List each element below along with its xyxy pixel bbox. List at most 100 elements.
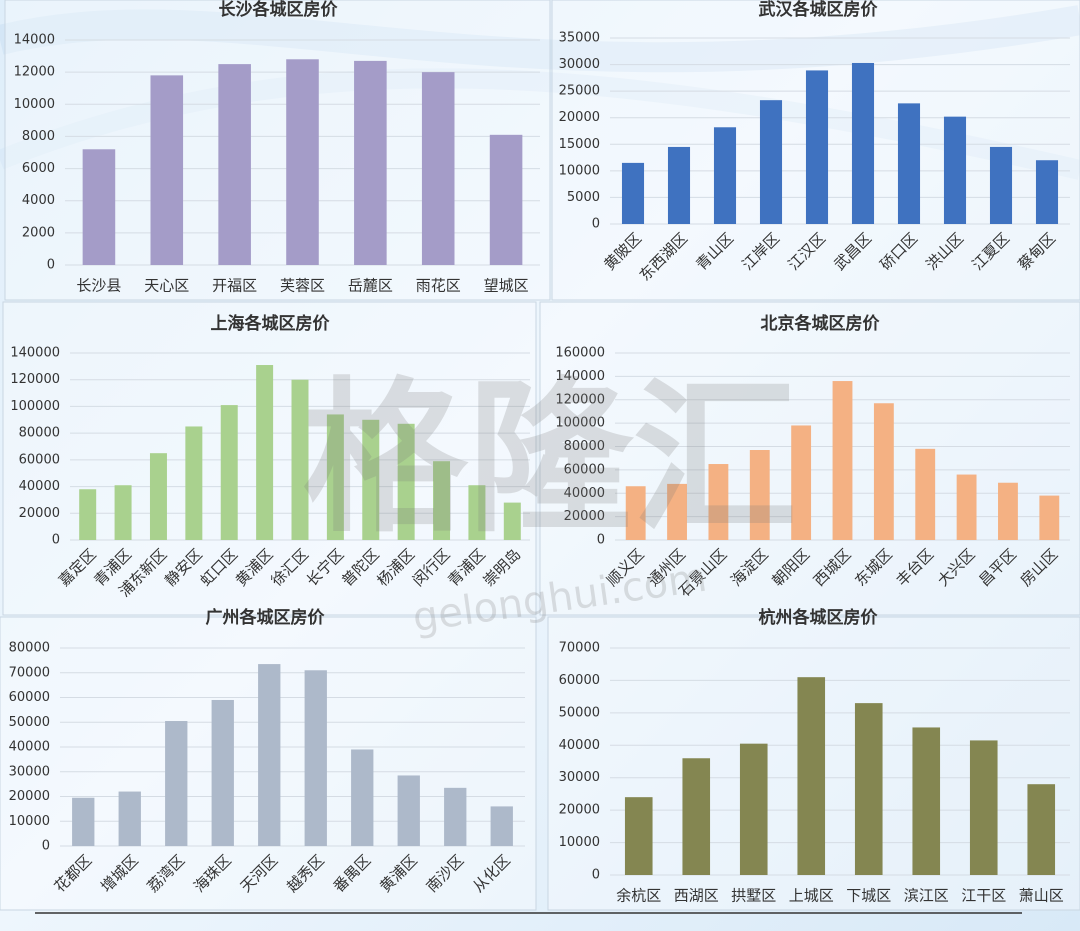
y-tick-label: 4000 xyxy=(22,193,55,208)
bar xyxy=(444,787,467,846)
bar xyxy=(915,448,936,540)
bar xyxy=(433,461,451,540)
y-tick-label: 12000 xyxy=(14,65,55,80)
x-tick-label: 天心区 xyxy=(144,277,189,295)
bar xyxy=(362,419,380,540)
y-tick-label: 30000 xyxy=(559,57,600,72)
bar xyxy=(256,365,274,540)
bar xyxy=(354,60,387,266)
y-tick-label: 20000 xyxy=(564,509,605,524)
y-tick-label: 60000 xyxy=(19,452,60,467)
bar xyxy=(805,70,829,224)
bar xyxy=(708,464,729,540)
bar xyxy=(490,806,513,846)
x-tick-label: 滨江区 xyxy=(904,887,949,905)
bar xyxy=(749,450,770,540)
bar xyxy=(1039,495,1060,540)
chart-title: 长沙各城区房价 xyxy=(219,0,339,20)
watermark-logo: 格隆汇 xyxy=(303,362,798,554)
x-tick-label: 雨花区 xyxy=(416,277,461,295)
y-tick-label: 25000 xyxy=(559,84,600,99)
y-tick-label: 50000 xyxy=(559,705,600,720)
y-tick-label: 0 xyxy=(47,258,55,273)
bar xyxy=(989,146,1013,224)
bar xyxy=(118,791,141,846)
y-tick-label: 0 xyxy=(597,533,605,548)
bar xyxy=(667,146,691,224)
bar xyxy=(851,62,875,224)
y-tick-label: 160000 xyxy=(555,346,605,361)
chart-title: 广州各城区房价 xyxy=(206,607,326,628)
bar xyxy=(624,797,653,875)
x-tick-label: 拱墅区 xyxy=(731,887,776,905)
bar xyxy=(211,699,234,846)
bar xyxy=(304,670,327,846)
y-tick-label: 140000 xyxy=(555,369,605,384)
y-tick-label: 120000 xyxy=(555,392,605,407)
chart-title: 北京各城区房价 xyxy=(761,313,881,334)
bar xyxy=(956,474,977,540)
y-tick-label: 0 xyxy=(592,868,600,883)
y-tick-label: 40000 xyxy=(9,740,50,755)
y-tick-label: 60000 xyxy=(564,462,605,477)
bar xyxy=(1027,784,1056,875)
y-tick-label: 80000 xyxy=(564,439,605,454)
bar xyxy=(759,100,783,224)
y-tick-label: 120000 xyxy=(10,372,60,387)
y-tick-label: 40000 xyxy=(564,486,605,501)
bar xyxy=(468,485,486,540)
bar xyxy=(873,403,894,540)
y-tick-label: 14000 xyxy=(14,33,55,48)
x-tick-label: 余杭区 xyxy=(616,887,661,905)
y-tick-label: 40000 xyxy=(559,738,600,753)
y-tick-label: 5000 xyxy=(567,190,600,205)
bar xyxy=(397,423,415,540)
x-tick-label: 芙蓉区 xyxy=(280,277,325,295)
y-tick-label: 30000 xyxy=(559,770,600,785)
bar xyxy=(667,483,687,540)
y-tick-label: 8000 xyxy=(22,129,55,144)
chart-title: 武汉各城区房价 xyxy=(759,0,879,20)
bar xyxy=(286,59,319,266)
x-tick-label: 岳麓区 xyxy=(348,277,393,295)
x-tick-label: 萧山区 xyxy=(1019,887,1064,905)
bar xyxy=(150,75,184,265)
y-tick-label: 80000 xyxy=(19,426,60,441)
bar xyxy=(943,116,967,224)
bar xyxy=(421,72,455,266)
y-tick-label: 70000 xyxy=(9,665,50,680)
y-tick-label: 10000 xyxy=(14,97,55,112)
bar xyxy=(165,721,188,846)
y-tick-label: 20000 xyxy=(9,789,50,804)
x-tick-label: 长沙县 xyxy=(76,277,121,295)
bar xyxy=(258,664,281,846)
bar xyxy=(397,775,420,846)
background-swirl xyxy=(0,5,1080,73)
y-tick-label: 0 xyxy=(592,217,600,232)
bar xyxy=(489,134,523,265)
x-tick-label: 望城区 xyxy=(484,277,529,295)
y-tick-label: 60000 xyxy=(9,690,50,705)
bar xyxy=(220,405,238,540)
bar xyxy=(739,743,768,875)
y-tick-label: 50000 xyxy=(9,715,50,730)
bar xyxy=(79,489,97,540)
y-tick-label: 20000 xyxy=(559,803,600,818)
bar xyxy=(218,64,251,265)
bar xyxy=(114,485,132,540)
y-tick-label: 20000 xyxy=(19,506,60,521)
y-tick-label: 10000 xyxy=(559,163,600,178)
y-tick-label: 2000 xyxy=(22,225,55,240)
bar xyxy=(797,677,826,875)
x-tick-label: 西湖区 xyxy=(674,887,719,905)
y-tick-label: 35000 xyxy=(559,31,600,46)
y-tick-label: 100000 xyxy=(555,416,605,431)
y-tick-label: 0 xyxy=(52,533,60,548)
bar xyxy=(503,502,521,540)
x-tick-label: 江干区 xyxy=(961,887,1006,905)
x-tick-label: 下城区 xyxy=(846,887,891,905)
bar xyxy=(625,486,646,540)
bar xyxy=(82,149,116,265)
y-tick-label: 10000 xyxy=(559,835,600,850)
